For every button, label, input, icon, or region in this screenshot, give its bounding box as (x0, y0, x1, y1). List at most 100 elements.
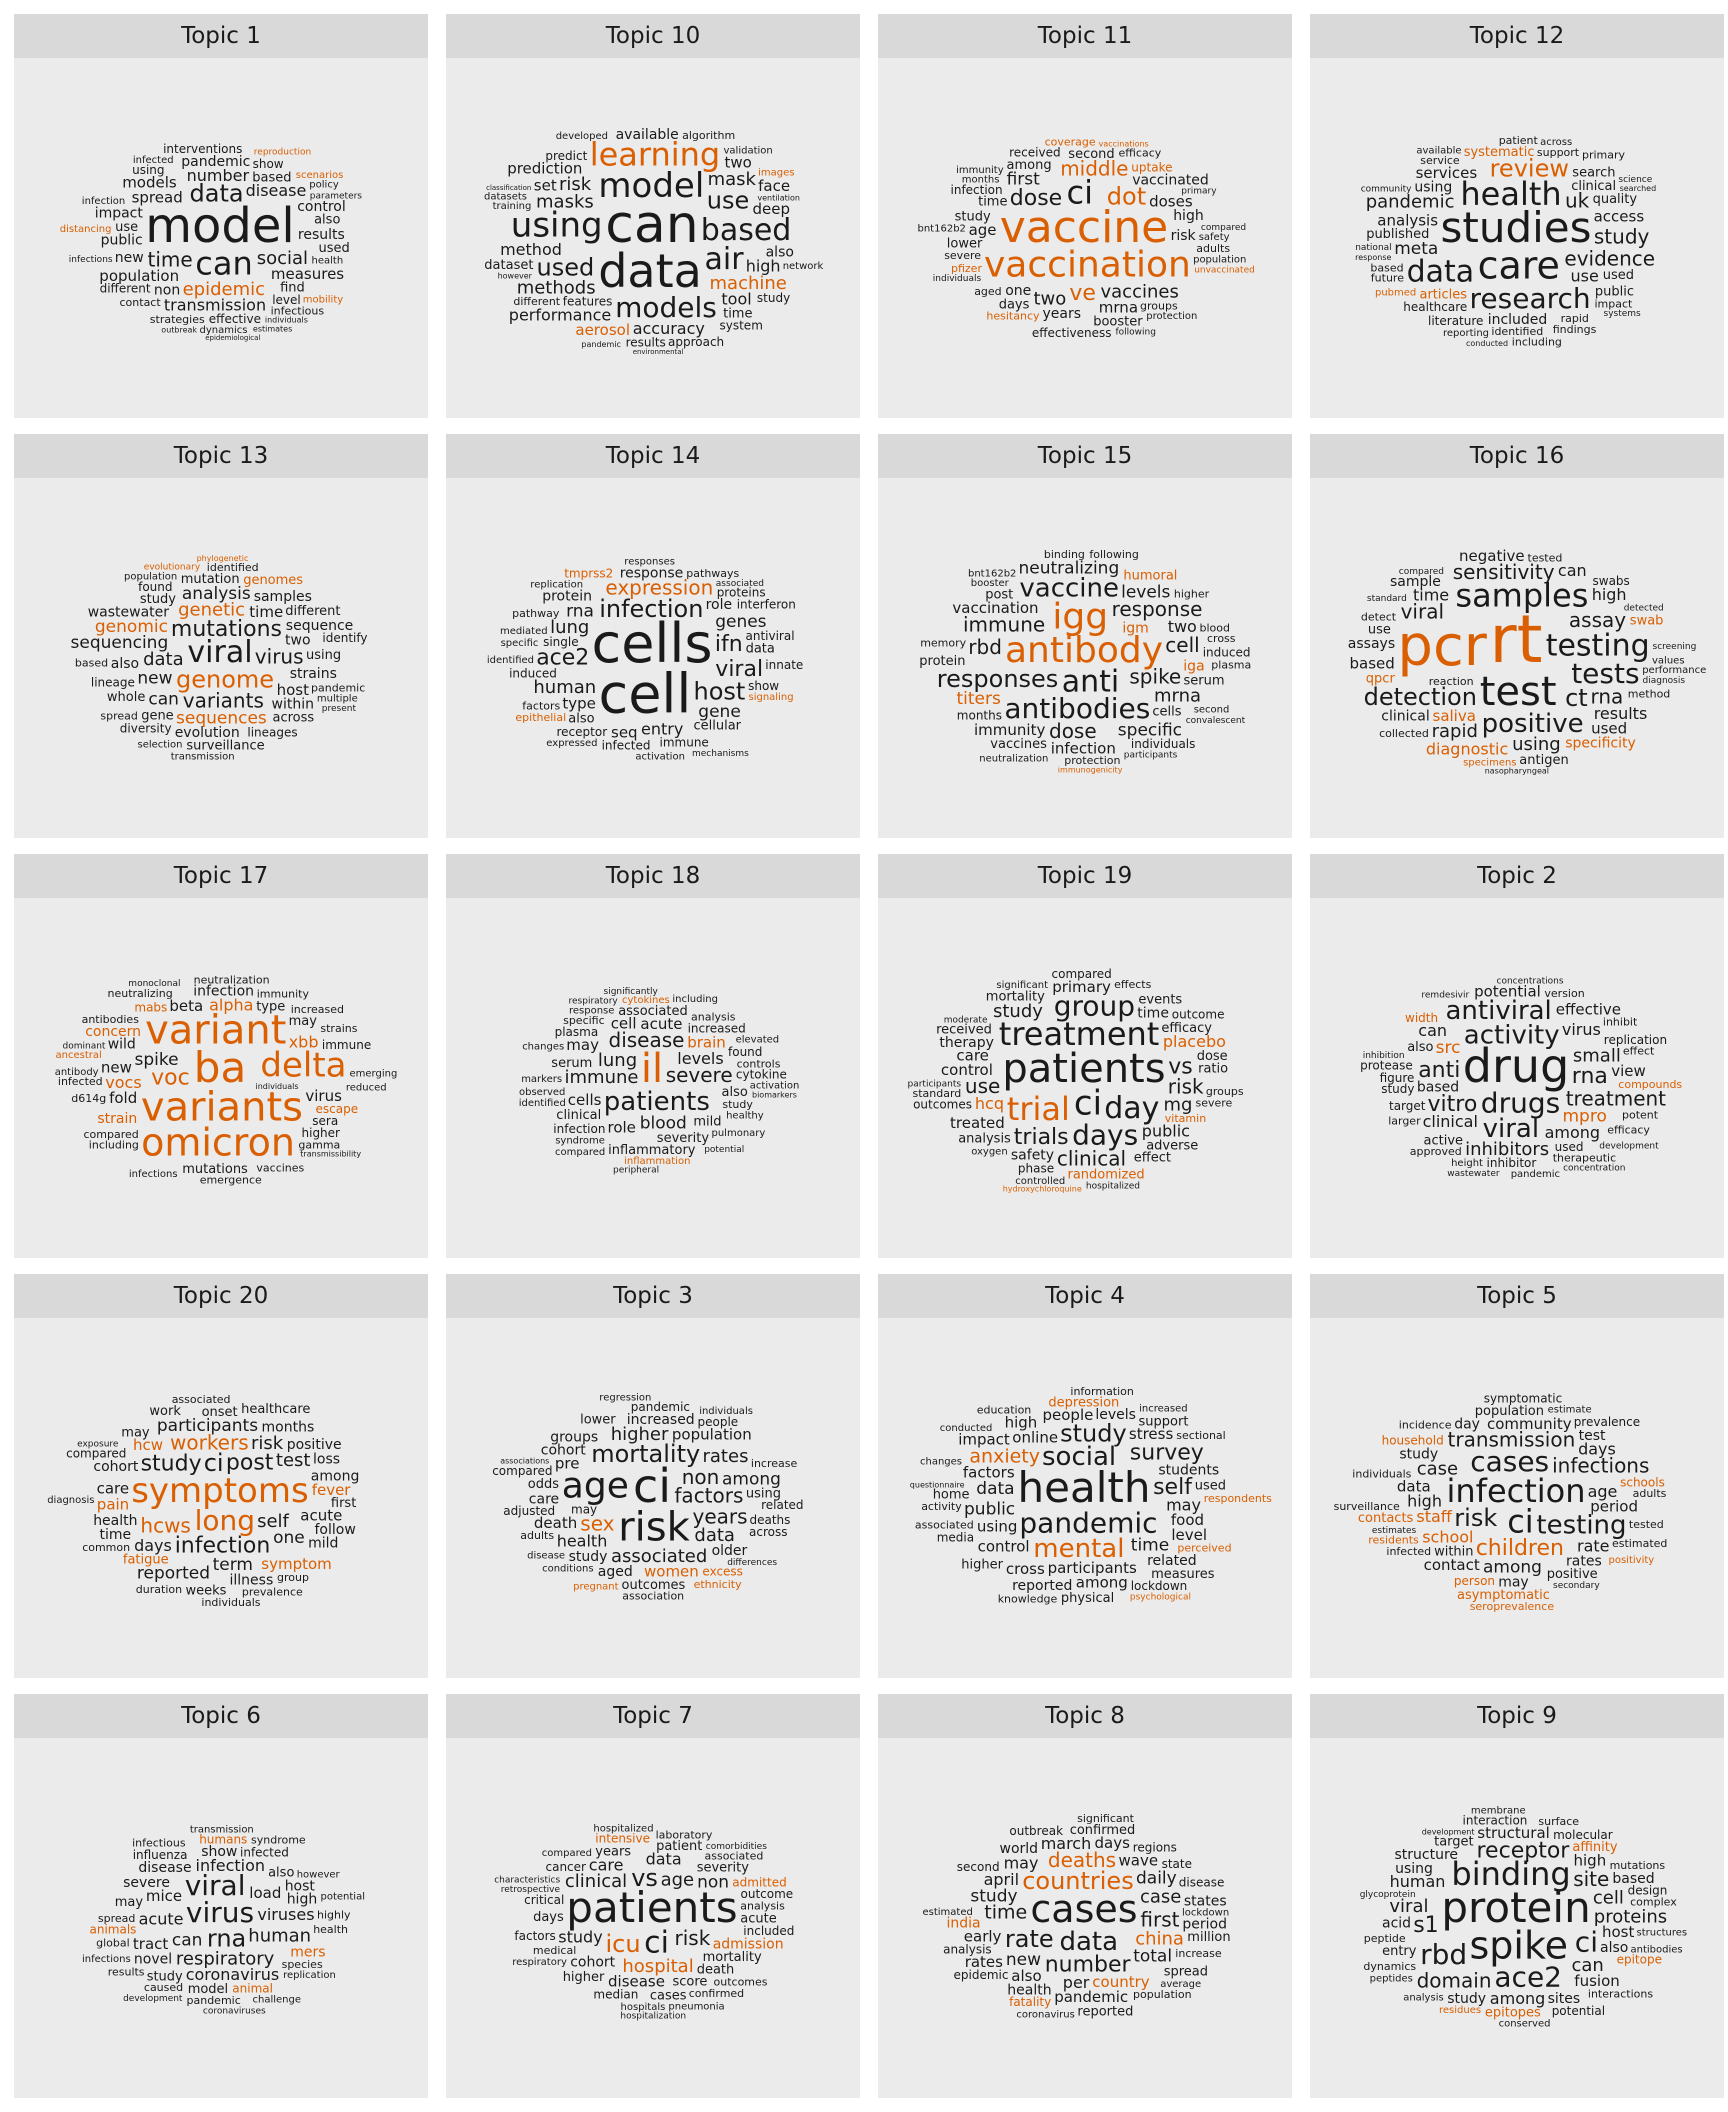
cloud-word: non (697, 1872, 729, 1892)
cloud-word: neutralization (979, 753, 1048, 764)
cloud-word: anxiety (969, 1446, 1040, 1468)
cloud-word: role (706, 597, 733, 613)
cloud-word: information (1070, 1385, 1134, 1398)
cloud-word: admission (713, 1937, 784, 1953)
word-cloud: model can data time social epidemic disease num… (14, 58, 428, 418)
cloud-word: receptor (1477, 1839, 1571, 1864)
cloud-word: group (277, 1571, 309, 1584)
cloud-word: novel (134, 1951, 172, 1967)
word-cloud-svg: antibodyiggantiantibodiesvaccineresponse… (919, 548, 1251, 774)
cloud-word: increased (627, 1412, 695, 1428)
cloud-word: based (701, 213, 792, 248)
cloud-word: ace2 (536, 645, 589, 670)
cloud-word: health (313, 1923, 348, 1936)
cloud-word: vaccination (984, 245, 1191, 286)
cloud-word: show (201, 1844, 237, 1860)
cloud-word: approved (1410, 1145, 1462, 1158)
cloud-word: pneumonia (668, 2002, 724, 2013)
cloud-word: reported (137, 1564, 210, 1584)
cloud-word: residues (1439, 2005, 1481, 2016)
cloud-word: mask (708, 169, 757, 190)
facet-panel: Topic 12 studies care health data research rev… (1310, 14, 1724, 418)
cloud-word: groups (1206, 1085, 1244, 1098)
cloud-word: positive (1482, 709, 1584, 739)
cloud-word: uk (1565, 188, 1590, 212)
cloud-word: whole (107, 690, 145, 705)
cloud-word: may (121, 1425, 150, 1440)
cloud-word: incidence (1399, 1419, 1452, 1432)
cloud-word: comorbidities (706, 1842, 767, 1852)
cloud-word: available (616, 127, 679, 143)
cloud-word: pandemic (1366, 192, 1455, 213)
cloud-word: drugs (1481, 1086, 1560, 1119)
cloud-word: care (1478, 244, 1560, 288)
cloud-word: model (188, 1982, 228, 1997)
cloud-word: analysis (740, 1900, 785, 1913)
cloud-word: assay (1569, 608, 1626, 632)
cloud-word: fatality (1009, 1995, 1051, 2009)
cloud-word: high (1407, 1492, 1442, 1511)
cloud-word: study (569, 1549, 608, 1565)
cloud-word: clinical (1423, 1112, 1478, 1131)
cloud-word: days (134, 1536, 172, 1555)
cloud-word: cases (1470, 1445, 1549, 1478)
cloud-word: april (984, 1870, 1019, 1889)
cloud-word: median (593, 1987, 638, 2001)
cloud-word: reduced (346, 1082, 387, 1093)
cloud-word: levels (1121, 583, 1170, 603)
cloud-word: target (1434, 1835, 1474, 1850)
cloud-word: figure (1380, 1071, 1415, 1085)
cloud-word: mild (308, 1536, 338, 1552)
cloud-word: protein (542, 588, 592, 604)
cloud-word: ci (1507, 1502, 1533, 1540)
cloud-word: used (1555, 1140, 1584, 1154)
cloud-word: machine (710, 273, 787, 294)
cloud-word: set (534, 176, 557, 194)
cloud-word: potent (1622, 1108, 1659, 1121)
cloud-word: mrna (1154, 686, 1201, 707)
facet-panel: Topic 15 antibody igg anti antibodies vaccine… (878, 434, 1292, 838)
cloud-word: variants (141, 1084, 303, 1130)
cloud-word: cytokine (736, 1068, 787, 1082)
cloud-word: schools (1620, 1475, 1665, 1489)
cloud-word: load (249, 1884, 281, 1902)
cloud-word: pfizer (951, 262, 982, 275)
cloud-word: high (1005, 1414, 1038, 1432)
cloud-word: activation (635, 751, 685, 762)
cloud-word: mild (693, 1114, 721, 1129)
cloud-word: rate (1577, 1537, 1610, 1556)
cloud-word: blood (640, 1114, 687, 1134)
cloud-word: countries (1022, 1867, 1134, 1895)
cloud-word: mrna (1099, 298, 1138, 316)
cloud-word: test (1480, 669, 1557, 715)
cloud-word: asymptomatic (1457, 1588, 1550, 1603)
cloud-word: data (694, 1525, 735, 1546)
cloud-word: infections (129, 1169, 178, 1180)
cloud-word: outcomes (714, 1975, 768, 1988)
cloud-word: disease (246, 181, 307, 200)
cloud-word: interactions (1588, 1987, 1653, 2000)
cloud-word: positive (287, 1437, 342, 1453)
cloud-word: outbreak (1009, 1824, 1063, 1838)
cloud-word: response (1355, 253, 1391, 262)
cloud-word: analysis (1377, 211, 1438, 229)
cloud-word: patients (1002, 1046, 1165, 1092)
cloud-word: rapid (1561, 312, 1589, 325)
cloud-word: hesitancy (986, 310, 1040, 323)
cloud-word: rna (207, 1925, 246, 1953)
cloud-word: swabs (1593, 574, 1630, 588)
cloud-word: controlled (1015, 1176, 1065, 1187)
cloud-word: spike (1129, 664, 1181, 688)
cloud-word: used (1591, 719, 1627, 737)
cloud-word: sensitivity (1453, 560, 1555, 584)
word-cloud: viral genome mutations variants virus genetic… (14, 478, 428, 838)
cloud-word: health (312, 255, 344, 266)
cloud-word: public (101, 233, 143, 249)
cloud-word: potential (1474, 982, 1541, 1000)
cloud-word: concentrations (1497, 977, 1564, 987)
cloud-word: people (1043, 1406, 1094, 1424)
cloud-word: biomarkers (752, 1090, 797, 1099)
cloud-word: saliva (1433, 707, 1476, 725)
